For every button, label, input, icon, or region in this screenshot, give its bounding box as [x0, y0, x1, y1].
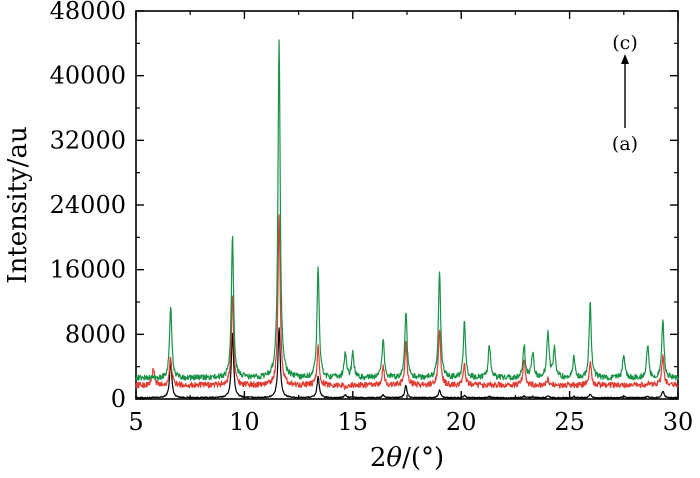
- y-tick-label: 0: [111, 385, 126, 413]
- x-tick-label: 10: [229, 408, 260, 436]
- y-tick-label: 40000: [50, 62, 126, 90]
- annotation-bottom-label: (a): [612, 133, 638, 155]
- x-tick-label: 5: [128, 408, 143, 436]
- x-axis-title-theta: θ: [386, 443, 402, 473]
- y-tick-label: 32000: [50, 126, 126, 154]
- ticks-layer: [135, 10, 679, 400]
- x-tick-label: 15: [338, 408, 369, 436]
- x-tick-label: 25: [554, 408, 585, 436]
- y-tick-label: 16000: [50, 256, 126, 284]
- x-axis-title-suffix: /(°): [402, 443, 444, 473]
- annotation-arrow-head: [621, 54, 629, 64]
- y-tick-label: 48000: [50, 0, 126, 25]
- x-axis-title: 2θ/(°): [370, 443, 444, 473]
- series-line: [135, 39, 679, 381]
- x-tick-label: 30: [663, 408, 694, 436]
- series-line: [135, 214, 679, 391]
- x-tick-label: 20: [446, 408, 477, 436]
- annotation-top-label: (c): [612, 32, 637, 54]
- y-axis-title: Intensity/au: [3, 126, 33, 283]
- tick-labels-layer: 5 10 15 20 25 30 0 8000 16000 24000 32000 40000 4800…: [50, 0, 694, 436]
- series-layer: [135, 39, 679, 399]
- y-tick-label: 24000: [50, 191, 126, 219]
- series-line: [135, 327, 679, 399]
- y-tick-label: 8000: [65, 320, 126, 348]
- x-axis-title-prefix: 2: [370, 443, 387, 473]
